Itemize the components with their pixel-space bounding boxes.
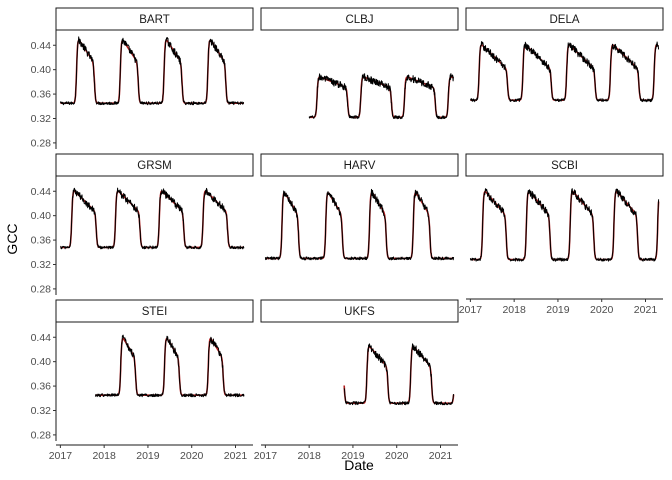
strip-ukfs [260,299,459,323]
fitted-series-stei [95,337,245,396]
y-tick-label: 0.40 [31,210,52,222]
panel-dela: DELA [465,7,664,103]
y-tick-label: 0.32 [31,113,52,125]
strip-clbj [260,7,459,31]
x-tick-label: 2018 [297,450,321,462]
strip-harv [260,153,459,177]
y-tick-label: 0.32 [31,405,52,417]
observed-series-clbj [308,73,454,120]
strip-label-clbj: CLBJ [345,14,373,26]
panel-harv: HARV [260,153,459,261]
x-tick-label: 2018 [502,304,526,316]
strip-label-bart: BART [139,14,169,26]
observed-series-bart [59,36,245,106]
x-tick-label: 2020 [180,450,204,462]
panel-stei: STEI 0.28 0.32 0.36 0.40 0.44 2017 2018 2019 2020… [31,299,254,462]
x-tick-label: 2018 [92,450,116,462]
x-tick-label: 2017 [459,304,483,316]
strip-label-stei: STEI [142,306,168,318]
panel-bart: BART 0.28 0.32 0.36 0.40 0.44 [31,7,254,149]
y-tick-label: 0.40 [31,356,52,368]
strip-dela [465,7,664,31]
observed-series-dela [469,41,660,103]
y-tick-label: 0.44 [31,186,52,198]
y-tick-label: 0.28 [31,283,52,295]
x-axis-title: Date [344,457,374,473]
strip-label-ukfs: UKFS [344,306,375,318]
strip-stei [55,299,254,323]
observed-series-harv [264,188,455,261]
fitted-series-dela [469,44,660,101]
x-tick-label: 2019 [136,450,160,462]
observed-series-ukfs [343,343,455,406]
panel-grsm: GRSM 0.28 0.32 0.36 0.40 0.44 [31,153,254,295]
fitted-series-grsm [59,190,245,249]
x-tick-label: 2021 [634,304,658,316]
fitted-series-scbi [469,190,660,261]
strip-scbi [465,153,664,177]
strip-label-scbi: SCBI [551,160,578,172]
x-tick-label: 2020 [590,304,614,316]
panel-scbi: SCBI 2017 2018 2019 2020 2021 [459,153,664,316]
observed-series-scbi [469,188,660,262]
x-tick-label: 2019 [546,304,570,316]
observed-series-stei [94,334,245,398]
fitted-series-ukfs [343,345,455,404]
y-tick-label: 0.28 [31,137,52,149]
y-tick-label: 0.36 [31,89,52,101]
y-tick-label: 0.44 [31,332,52,344]
facet-panels: BART 0.28 0.32 0.36 0.40 0.44 CLBJ DELA GRSM 0.28… [31,7,664,462]
panel-clbj: CLBJ [260,7,459,120]
y-tick-label: 0.36 [31,235,52,247]
x-tick-label: 2019 [341,450,365,462]
strip-label-grsm: GRSM [137,160,172,172]
y-tick-label: 0.44 [31,40,52,52]
strip-label-harv: HARV [344,160,376,172]
x-tick-label: 2021 [429,450,453,462]
y-tick-label: 0.28 [31,429,52,441]
y-tick-label: 0.36 [31,381,52,393]
x-tick-label: 2017 [254,450,278,462]
y-tick-label: 0.32 [31,259,52,271]
panel-ukfs: UKFS 2017 2018 2019 2020 2021 [254,299,459,462]
strip-bart [55,7,254,31]
strip-label-dela: DELA [549,14,579,26]
x-tick-label: 2021 [224,450,248,462]
x-tick-label: 2020 [385,450,409,462]
x-tick-label: 2017 [49,450,73,462]
y-tick-label: 0.40 [31,64,52,76]
observed-series-grsm [60,187,245,250]
fitted-series-harv [264,192,454,260]
strip-grsm [55,153,254,177]
y-axis-title: GCC [4,223,20,254]
